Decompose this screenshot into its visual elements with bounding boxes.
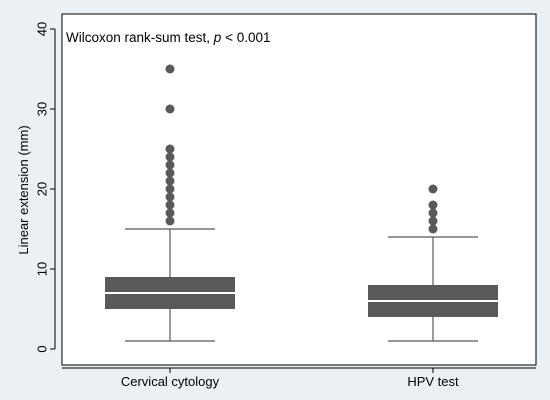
outlier-point [428, 216, 438, 226]
annotation-main: Wilcoxon rank-sum test, [66, 30, 214, 45]
outlier-point [165, 152, 175, 162]
annotation-tail: < 0.001 [221, 30, 270, 45]
box-group [368, 184, 498, 342]
outlier-point [165, 144, 175, 154]
y-tick-label: 40 [35, 22, 50, 36]
outlier-point [165, 168, 175, 178]
outlier-point [165, 200, 175, 210]
y-tick-label: 20 [35, 182, 50, 196]
outlier-point [165, 64, 175, 74]
box-group [105, 64, 235, 342]
outlier-point [165, 216, 175, 226]
outlier-point [428, 184, 438, 194]
annotation-p: p [213, 30, 222, 45]
outlier-point [428, 208, 438, 218]
y-axis: 0 10 20 30 40 [35, 22, 56, 353]
x-tick-label: Cervical cytology [121, 374, 220, 389]
outlier-point [165, 176, 175, 186]
outlier-point [165, 192, 175, 202]
test-annotation: Wilcoxon rank-sum test, p < 0.001 [66, 30, 270, 45]
boxes [105, 64, 498, 342]
outlier-point [165, 184, 175, 194]
y-axis-label: Linear extension (mm) [16, 125, 31, 254]
x-tick-label: HPV test [407, 374, 459, 389]
y-tick-label: 30 [35, 102, 50, 116]
x-axis: Cervical cytology HPV test [62, 367, 536, 389]
outlier-point [165, 208, 175, 218]
outlier-point [428, 200, 438, 210]
outlier-point [428, 224, 438, 234]
y-tick-label: 0 [35, 345, 50, 352]
outlier-point [165, 160, 175, 170]
y-tick-label: 10 [35, 262, 50, 276]
outlier-point [165, 104, 175, 114]
